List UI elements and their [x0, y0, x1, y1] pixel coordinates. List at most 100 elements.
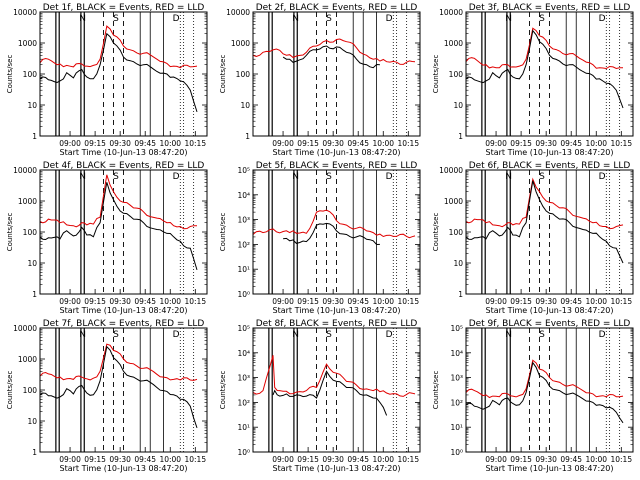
plot-frame: [465, 327, 634, 453]
y-tick-label: 10000: [13, 324, 37, 333]
y-tick-label: 100: [23, 228, 38, 237]
x-tick-label: 09:15: [297, 455, 319, 464]
y-tick-label: 10⁵: [237, 166, 250, 175]
time-markers: [481, 12, 621, 136]
y-tick-label: 10: [240, 101, 250, 110]
y-tick-label: 10⁰: [450, 448, 463, 457]
x-tick-label: 09:15: [297, 297, 319, 306]
x-axis-label: Start Time (10-Jun-13 08:47:20): [60, 306, 188, 315]
marker-label: N: [79, 14, 86, 24]
x-tick-label: 09:45: [134, 297, 156, 306]
marker-label: S: [326, 330, 332, 340]
x-tick-label: 09:30: [109, 139, 131, 148]
series-lld-line: [39, 25, 198, 69]
series-events-line: [465, 180, 624, 264]
marker-label: N: [505, 172, 512, 182]
x-tick-label: 09:00: [59, 297, 81, 306]
y-tick-label: 10²: [237, 398, 250, 407]
y-tick-label: 10¹: [450, 423, 463, 432]
y-tick-label: 10: [453, 259, 463, 268]
y-tick-label: 1: [32, 448, 37, 457]
time-markers: [55, 170, 195, 294]
y-tick-label: 1000: [231, 39, 250, 48]
x-tick-label: 09:45: [560, 455, 582, 464]
panel-title: Det 6f, BLACK = Events, RED = LLD: [469, 161, 631, 171]
y-tick-label: 10: [453, 101, 463, 110]
x-axis-label: Start Time (10-Jun-13 08:47:20): [60, 148, 188, 157]
panel-title: Det 4f, BLACK = Events, RED = LLD: [43, 161, 205, 171]
series-lld-line: [39, 343, 198, 381]
y-tick-label: 10000: [226, 8, 250, 17]
marker-label: D: [599, 14, 606, 24]
marker-label: S: [326, 172, 332, 182]
marker-label: D: [599, 330, 606, 340]
marker-label: N: [79, 330, 86, 340]
x-tick-label: 10:00: [159, 139, 181, 148]
y-tick-label: 1000: [444, 39, 463, 48]
x-tick-label: 10:00: [159, 297, 181, 306]
x-tick-label: 10:15: [610, 297, 632, 306]
y-tick-label: 1: [458, 132, 463, 141]
x-tick-label: 09:30: [322, 297, 344, 306]
x-tick-label: 09:45: [347, 297, 369, 306]
x-tick-label: 10:00: [159, 455, 181, 464]
panel-title: Det 1f, BLACK = Events, RED = LLD: [43, 3, 205, 13]
plot-frame: [39, 169, 208, 295]
plot-frame: [252, 327, 421, 453]
y-axis-label: Counts/sec: [6, 213, 14, 252]
y-tick-label: 10000: [439, 8, 463, 17]
y-tick-label: 10⁴: [450, 349, 463, 358]
series-events-line: [282, 45, 380, 69]
y-tick-label: 10⁵: [237, 324, 250, 333]
y-tick-label: 10²: [450, 398, 463, 407]
marker-label: S: [539, 14, 545, 24]
x-tick-label: 09:00: [485, 455, 507, 464]
x-tick-label: 09:15: [84, 455, 106, 464]
x-tick-label: 09:30: [535, 139, 557, 148]
plot-frame: [465, 11, 634, 137]
y-tick-label: 1000: [444, 197, 463, 206]
time-markers: [481, 170, 621, 294]
y-tick-label: 10⁴: [237, 349, 250, 358]
x-tick-label: 10:15: [397, 455, 419, 464]
y-tick-label: 10³: [237, 374, 250, 383]
y-tick-label: 10³: [237, 216, 250, 225]
y-axis-label: Counts/sec: [432, 213, 440, 252]
x-axis-label: Start Time (10-Jun-13 08:47:20): [486, 306, 614, 315]
x-tick-label: 10:15: [184, 297, 206, 306]
y-tick-label: 100: [449, 228, 464, 237]
y-tick-label: 100: [23, 386, 38, 395]
x-tick-label: 09:30: [535, 455, 557, 464]
x-axis-label: Start Time (10-Jun-13 08:47:20): [273, 306, 401, 315]
plot-frame: [465, 169, 634, 295]
x-tick-label: 09:45: [347, 139, 369, 148]
series-lld-line: [252, 355, 416, 397]
plot-frame: [39, 11, 208, 137]
marker-label: N: [505, 330, 512, 340]
time-markers: [55, 328, 195, 452]
series-lld-line: [252, 38, 416, 65]
series-events-line: [272, 370, 388, 416]
marker-label: D: [386, 330, 393, 340]
y-tick-label: 1: [32, 290, 37, 299]
panel-title: Det 3f, BLACK = Events, RED = LLD: [469, 3, 631, 13]
marker-label: D: [173, 14, 180, 24]
panel-title: Det 5f, BLACK = Events, RED = LLD: [256, 161, 418, 171]
marker-label: N: [292, 172, 299, 182]
marker-label: S: [326, 14, 332, 24]
marker-label: N: [79, 172, 86, 182]
x-axis-label: Start Time (10-Jun-13 08:47:20): [486, 148, 614, 157]
series-events-line: [283, 222, 380, 246]
x-tick-label: 10:00: [372, 455, 394, 464]
y-tick-label: 10: [27, 259, 37, 268]
x-tick-label: 10:15: [610, 139, 632, 148]
y-tick-label: 1000: [18, 355, 37, 364]
marker-label: S: [113, 14, 119, 24]
x-tick-label: 09:15: [510, 139, 532, 148]
x-tick-label: 10:15: [184, 455, 206, 464]
x-tick-label: 09:00: [485, 139, 507, 148]
